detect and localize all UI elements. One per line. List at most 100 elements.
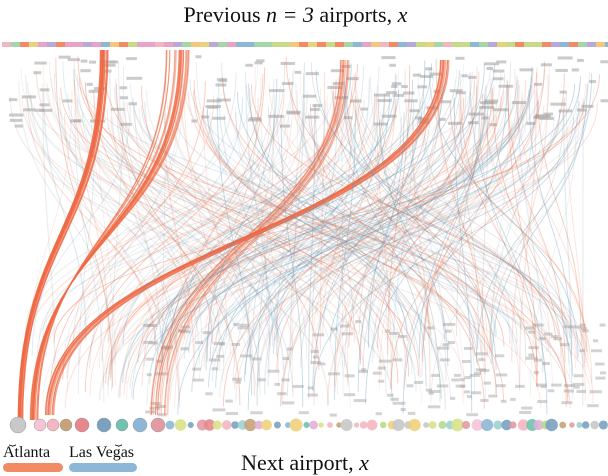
bottom-gray-node [400, 408, 406, 412]
top-gray-node [23, 108, 36, 112]
bottom-gray-node [475, 352, 488, 356]
bottom-airport-node [96, 417, 112, 433]
top-gray-node [571, 68, 580, 72]
background-flow [319, 71, 326, 351]
bottom-gray-node [573, 374, 584, 378]
bottom-gray-node [580, 326, 588, 330]
bottom-gray-node [192, 378, 204, 382]
bottom-airport-node [203, 419, 216, 431]
bottom-airport-node [340, 418, 353, 432]
top-gray-node [34, 108, 44, 112]
atlanta-flow [140, 86, 320, 370]
top-gray-node [498, 84, 514, 88]
bottom-gray-node [327, 372, 340, 376]
background-flow [404, 69, 447, 382]
bottom-gray-node [581, 329, 589, 333]
top-node-bar-segment [596, 42, 605, 47]
atlanta-flow [536, 72, 582, 346]
background-flow [215, 80, 337, 354]
bottom-gray-node [510, 397, 516, 401]
bottom-gray-node [225, 399, 233, 403]
lasvegas-flow [475, 73, 593, 363]
top-gray-node [254, 61, 263, 65]
top-gray-node [386, 91, 398, 95]
top-node-bar-segment [389, 42, 398, 47]
atlanta-flow [193, 79, 410, 377]
background-flow [116, 114, 285, 370]
background-flow [421, 107, 480, 377]
top-gray-node [128, 102, 137, 106]
bottom-gray-node [250, 411, 263, 415]
bottom-airport-node [408, 418, 421, 432]
lasvegas-flow [206, 108, 408, 342]
top-gray-node [332, 82, 344, 86]
background-flow [374, 93, 389, 379]
gray-flow [377, 84, 441, 403]
bottom-gray-node [307, 386, 314, 390]
background-flow [302, 118, 406, 367]
background-flow [518, 91, 537, 388]
atlanta-flow [332, 91, 497, 394]
bottom-gray-node [494, 354, 505, 358]
bottom-gray-node [251, 357, 262, 361]
bottom-gray-node [312, 355, 319, 359]
top-gray-node [341, 64, 351, 68]
top-node-bar-segment [560, 42, 569, 47]
gray-flow [287, 109, 419, 397]
bottom-gray-node [519, 410, 532, 414]
top-gray-node [201, 115, 209, 119]
top-node-bar-segment [605, 42, 608, 47]
top-gray-node [430, 72, 442, 76]
top-gray-node [480, 101, 495, 105]
background-flow [260, 78, 279, 387]
bottom-gray-node [267, 369, 280, 373]
bottom-gray-node [488, 394, 498, 398]
background-flow [48, 61, 271, 350]
background-flow [357, 98, 464, 404]
lasvegas-flow [312, 79, 414, 391]
bottom-gray-node [155, 372, 168, 376]
bottom-gray-node [149, 406, 161, 410]
bottom-gray-node [427, 405, 441, 409]
bottom-airport-node [590, 420, 599, 430]
top-node-bar-segment [74, 42, 83, 47]
atlanta-flow [55, 57, 113, 388]
bottom-gray-node [377, 366, 386, 370]
title-math: n = 3 [266, 2, 314, 27]
bottom-gray-node [388, 331, 399, 335]
top-gray-node [86, 82, 93, 86]
top-gray-node [70, 119, 82, 123]
top-gray-node [441, 100, 452, 104]
background-flow [249, 113, 486, 361]
background-flow [156, 67, 534, 395]
bottom-gray-node [414, 380, 424, 384]
background-flow [195, 61, 308, 359]
atlanta-flow [435, 58, 486, 375]
bottom-gray-node [155, 404, 166, 408]
top-gray-node [110, 107, 125, 111]
top-gray-node [312, 104, 323, 108]
top-gray-node [401, 85, 408, 89]
bottom-gray-node [330, 327, 338, 331]
atlanta-flow [37, 49, 168, 421]
top-gray-node [302, 94, 317, 98]
background-flow [411, 116, 431, 390]
top-gray-node [468, 112, 484, 116]
top-node-bar-segment [209, 42, 218, 47]
bottom-gray-node [591, 349, 603, 353]
background-flow [335, 83, 586, 392]
top-gray-node [535, 114, 552, 118]
top-node-bar-segment [263, 42, 272, 47]
top-node-bar-segment [587, 42, 596, 47]
top-gray-node [89, 60, 97, 64]
top-node-bar-segment [308, 42, 317, 47]
bottom-airport-node [165, 420, 175, 430]
atlanta-flow [422, 94, 483, 362]
lasvegas-flow [418, 85, 487, 359]
background-flow [103, 108, 548, 353]
top-gray-node [80, 59, 88, 63]
top-node-bar-segment [569, 42, 578, 47]
bottom-gray-node [428, 391, 434, 395]
bottom-gray-node [341, 332, 353, 336]
top-gray-node [294, 70, 302, 74]
